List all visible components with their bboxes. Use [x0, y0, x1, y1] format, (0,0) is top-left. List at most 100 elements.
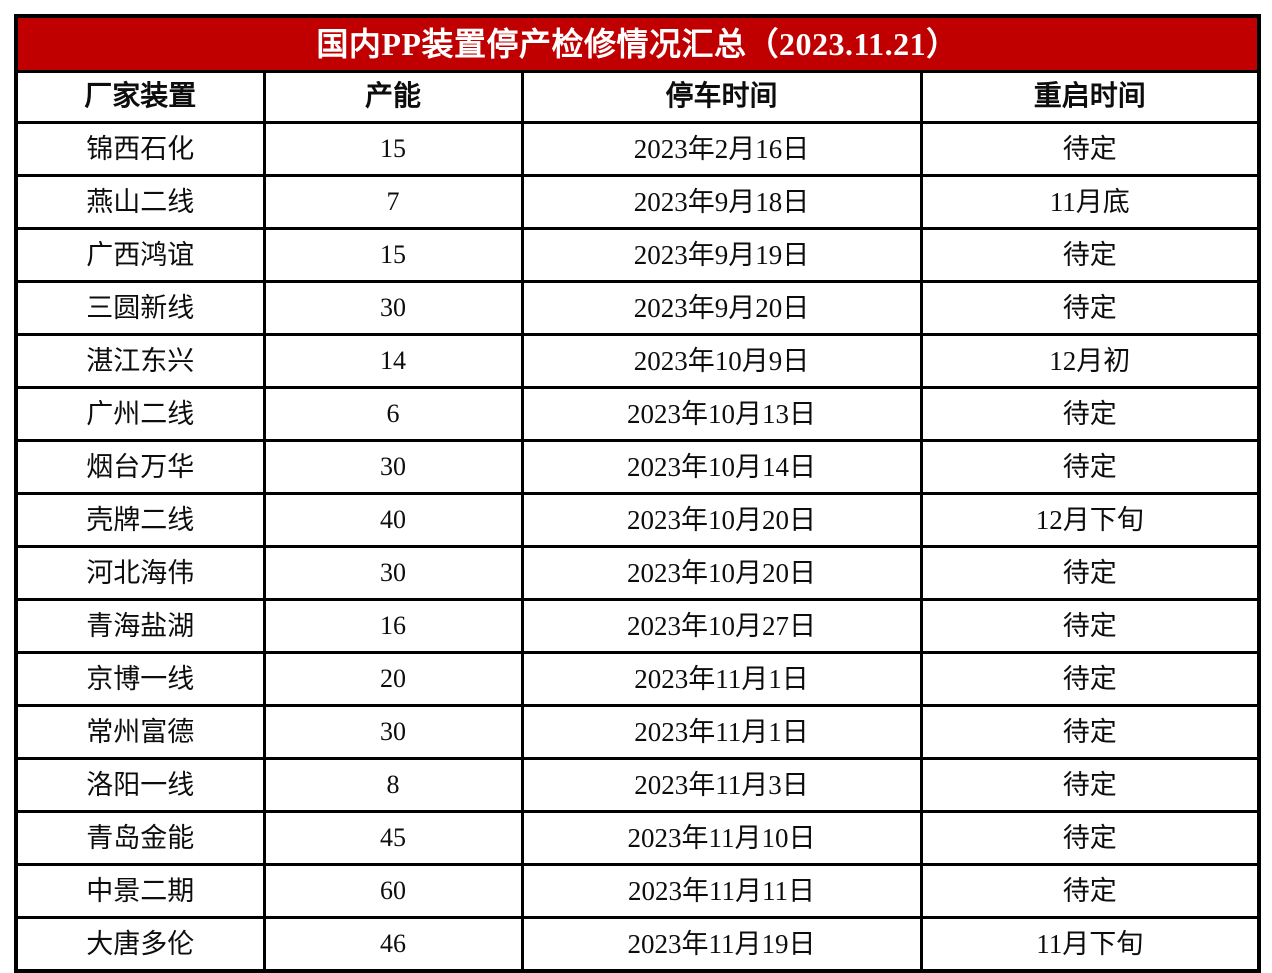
cell-plant-text: 常州富德 — [86, 717, 195, 747]
cell-capacity: 30 — [262, 280, 524, 336]
cell-shutdown-text: 2023年2月16日 — [633, 134, 810, 164]
cell-shutdown-text: 2023年11月1日 — [634, 717, 809, 747]
cell-capacity-text: 30 — [380, 452, 406, 481]
cell-restart-text: 11月底 — [1049, 187, 1130, 217]
cell-capacity: 7 — [262, 174, 524, 230]
cell-shutdown-text: 2023年11月1日 — [634, 664, 809, 694]
cell-restart: 12月下旬 — [919, 492, 1261, 548]
column-header-plant-label: 厂家装置 — [84, 81, 197, 112]
cell-restart-text: 待定 — [1062, 770, 1117, 800]
cell-plant: 河北海伟 — [14, 545, 266, 601]
table-row: 京博一线 20 2023年11月1日 待定 — [14, 651, 1261, 707]
cell-shutdown-text: 2023年10月14日 — [627, 452, 816, 482]
cell-restart-text: 12月初 — [1049, 346, 1131, 376]
cell-capacity: 8 — [262, 757, 524, 813]
cell-capacity: 15 — [262, 227, 524, 283]
cell-restart: 待定 — [919, 810, 1261, 866]
cell-plant-text: 青岛金能 — [86, 823, 195, 853]
cell-shutdown-text: 2023年11月3日 — [634, 770, 809, 800]
summary-table-container: 国内PP装置停产检修情况汇总（2023.11.21） 厂家装置 产能 停车时间 … — [14, 14, 1262, 973]
cell-capacity: 45 — [262, 810, 524, 866]
cell-restart-text: 12月下旬 — [1035, 505, 1144, 535]
table-header-row: 厂家装置 产能 停车时间 重启时间 — [14, 70, 1261, 124]
cell-shutdown: 2023年11月19日 — [520, 916, 923, 973]
cell-shutdown-text: 2023年10月27日 — [627, 611, 816, 641]
table-row: 壳牌二线 40 2023年10月20日 12月下旬 — [14, 492, 1261, 548]
table-row: 青岛金能 45 2023年11月10日 待定 — [14, 810, 1261, 866]
cell-plant-text: 中景二期 — [86, 876, 195, 906]
cell-shutdown: 2023年11月1日 — [520, 704, 923, 760]
cell-shutdown-text: 2023年10月9日 — [633, 346, 810, 376]
table-row: 广州二线 6 2023年10月13日 待定 — [14, 386, 1261, 442]
table-row: 湛江东兴 14 2023年10月9日 12月初 — [14, 333, 1261, 389]
cell-capacity-text: 7 — [386, 187, 400, 216]
cell-shutdown-text: 2023年11月19日 — [627, 929, 816, 959]
cell-plant: 青海盐湖 — [14, 598, 266, 654]
cell-capacity-text: 16 — [380, 611, 406, 640]
cell-shutdown: 2023年11月3日 — [520, 757, 923, 813]
page-title: 国内PP装置停产检修情况汇总（2023.11.21） — [316, 26, 959, 62]
cell-plant-text: 三圆新线 — [86, 293, 195, 323]
page-root: 国内PP装置停产检修情况汇总（2023.11.21） 厂家装置 产能 停车时间 … — [14, 14, 1262, 973]
cell-plant: 广西鸿谊 — [14, 227, 266, 283]
cell-capacity: 16 — [262, 598, 524, 654]
cell-restart-text: 待定 — [1062, 611, 1117, 641]
cell-capacity-text: 20 — [380, 664, 406, 693]
cell-capacity-text: 8 — [386, 770, 400, 799]
table-title-row: 国内PP装置停产检修情况汇总（2023.11.21） — [14, 14, 1261, 73]
cell-capacity-text: 15 — [380, 134, 406, 163]
cell-plant: 京博一线 — [14, 651, 266, 707]
cell-plant: 湛江东兴 — [14, 333, 266, 389]
cell-shutdown: 2023年10月20日 — [520, 545, 923, 601]
cell-plant-text: 大唐多伦 — [86, 929, 195, 959]
table-row: 青海盐湖 16 2023年10月27日 待定 — [14, 598, 1261, 654]
cell-restart: 待定 — [919, 704, 1261, 760]
cell-shutdown: 2023年9月18日 — [520, 174, 923, 230]
cell-capacity-text: 15 — [380, 240, 406, 269]
cell-capacity: 30 — [262, 439, 524, 495]
cell-plant-text: 河北海伟 — [86, 558, 195, 588]
cell-restart: 待定 — [919, 280, 1261, 336]
table-row: 广西鸿谊 15 2023年9月19日 待定 — [14, 227, 1261, 283]
cell-plant-text: 锦西石化 — [86, 134, 195, 164]
cell-restart: 11月底 — [919, 174, 1261, 230]
cell-restart-text: 待定 — [1062, 399, 1117, 429]
cell-plant-text: 壳牌二线 — [86, 505, 195, 535]
column-header-shutdown: 停车时间 — [520, 70, 923, 124]
cell-plant: 烟台万华 — [14, 439, 266, 495]
cell-capacity: 46 — [262, 916, 524, 973]
cell-restart: 待定 — [919, 651, 1261, 707]
cell-shutdown-text: 2023年10月20日 — [627, 558, 816, 588]
table-row: 燕山二线 7 2023年9月18日 11月底 — [14, 174, 1261, 230]
cell-shutdown: 2023年9月20日 — [520, 280, 923, 336]
cell-plant: 锦西石化 — [14, 121, 266, 177]
cell-plant: 壳牌二线 — [14, 492, 266, 548]
cell-capacity-text: 30 — [380, 558, 406, 587]
column-header-shutdown-label: 停车时间 — [665, 81, 778, 112]
cell-capacity-text: 46 — [380, 929, 406, 958]
cell-restart-text: 待定 — [1062, 876, 1117, 906]
cell-shutdown-text: 2023年11月10日 — [627, 823, 816, 853]
cell-shutdown: 2023年11月10日 — [520, 810, 923, 866]
cell-capacity-text: 60 — [380, 876, 406, 905]
cell-plant-text: 烟台万华 — [86, 452, 195, 482]
cell-plant: 常州富德 — [14, 704, 266, 760]
cell-capacity: 30 — [262, 545, 524, 601]
cell-plant-text: 青海盐湖 — [86, 611, 195, 641]
cell-capacity-text: 30 — [380, 293, 406, 322]
cell-restart: 12月初 — [919, 333, 1261, 389]
column-header-restart-label: 重启时间 — [1033, 81, 1146, 112]
cell-shutdown: 2023年10月9日 — [520, 333, 923, 389]
table-row: 烟台万华 30 2023年10月14日 待定 — [14, 439, 1261, 495]
cell-plant: 青岛金能 — [14, 810, 266, 866]
cell-plant: 燕山二线 — [14, 174, 266, 230]
cell-plant: 三圆新线 — [14, 280, 266, 336]
cell-restart: 待定 — [919, 757, 1261, 813]
cell-shutdown: 2023年10月20日 — [520, 492, 923, 548]
cell-capacity: 30 — [262, 704, 524, 760]
cell-restart: 待定 — [919, 439, 1261, 495]
cell-shutdown-text: 2023年11月11日 — [628, 876, 815, 906]
cell-restart-text: 待定 — [1062, 452, 1117, 482]
cell-plant: 大唐多伦 — [14, 916, 266, 973]
cell-plant: 中景二期 — [14, 863, 266, 919]
